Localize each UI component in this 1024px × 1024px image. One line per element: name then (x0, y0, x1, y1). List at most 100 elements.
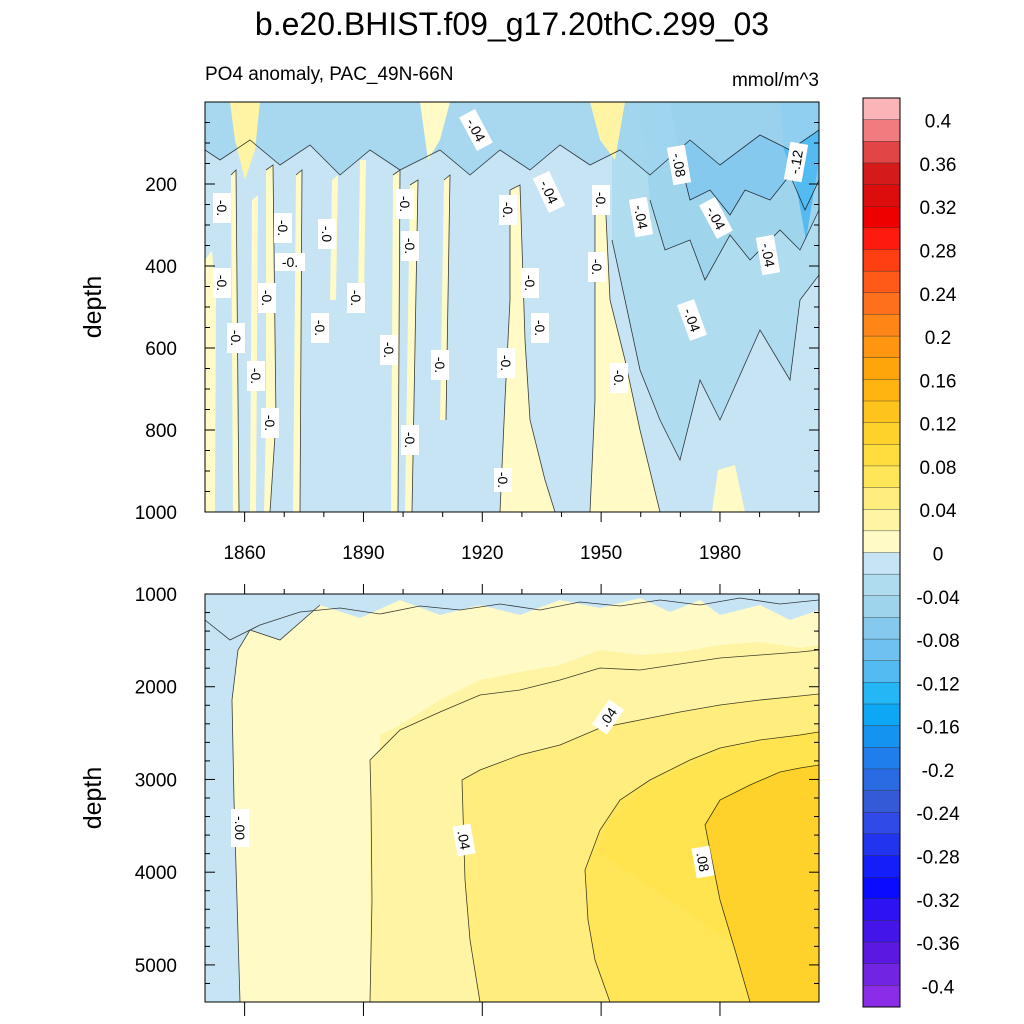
upper-y-axis: 200 400 600 800 1000 (135, 122, 819, 524)
colorbar-frame (862, 97, 901, 1008)
colorbar-swatch (862, 638, 901, 662)
y-tick-label: 600 (145, 339, 177, 360)
upper-contour-labels: -.04-.08 -.12-.04-.04 -.04-.04-.04-0.-0.-0… (213, 108, 809, 492)
colorbar-swatch (862, 292, 901, 315)
lower-band-008-012 (705, 765, 819, 1002)
contour-label: -0. (247, 361, 265, 391)
contour-label: -0. (588, 252, 606, 282)
svg-text:-.08: -.08 (669, 152, 689, 179)
svg-text:-0.: -0. (495, 472, 511, 488)
lower-y-axis: 1000 2000 3000 4000 5000 (135, 585, 819, 984)
y-tick-label: 3000 (135, 770, 177, 791)
svg-text:-.04: -.04 (680, 306, 703, 334)
svg-text:-0.: -0. (259, 290, 275, 306)
svg-text:-0.: -0. (228, 330, 244, 346)
y-tick-label: 400 (145, 257, 177, 278)
colorbar-swatch (862, 552, 901, 575)
svg-text:-0.: -0. (312, 320, 328, 336)
colorbar-label: 0.32 (920, 198, 957, 219)
svg-text:-0.: -0. (589, 259, 605, 275)
svg-text:-.12: -.12 (786, 149, 806, 176)
svg-text:-0.: -0. (611, 370, 627, 386)
svg-text:-0.: -0. (532, 320, 548, 336)
colorbar-label: -0.12 (916, 674, 959, 695)
colorbar-label: 0 (933, 545, 944, 566)
lower-x-ticks (244, 584, 800, 1016)
colorbar-label: 0.08 (920, 458, 957, 479)
y-tick-label: 4000 (135, 863, 177, 884)
colorbar-swatch (862, 357, 901, 380)
contour-label: -0. (521, 268, 539, 298)
contour-label: -0. (213, 193, 231, 223)
colorbar-swatch (862, 379, 901, 402)
colorbar-swatch (862, 162, 901, 186)
x-tick-label: 1980 (699, 543, 741, 564)
y-tick-label: 1000 (135, 585, 177, 606)
contour-label: -.04 (628, 196, 654, 238)
svg-text:.08: .08 (693, 851, 712, 873)
upper-pos-1925 (500, 185, 555, 512)
contour-label: -0. (258, 283, 276, 313)
contour-label: .04 (452, 823, 476, 857)
svg-text:-0.: -0. (593, 192, 609, 208)
x-tick-label: 1920 (461, 543, 503, 564)
contour-label: -0. (275, 253, 305, 271)
contour-label: -.0 (318, 219, 336, 249)
colorbar-label: -0.2 (922, 761, 955, 782)
colorbar-labels: 0.4 0.36 0.32 0.28 0.24 0.2 0.16 0.12 0.08 0.04 0 -… (916, 112, 960, 999)
upper-pos-1950 (590, 195, 660, 512)
svg-text:-.04: -.04 (758, 242, 778, 269)
svg-text:-0.: -0. (402, 238, 418, 254)
colorbar-swatch (862, 595, 901, 618)
colorbar-swatch (862, 314, 901, 337)
svg-text:-0.: -0. (498, 355, 514, 371)
colorbar-label: -0.36 (916, 934, 959, 955)
contour-label: -0. (531, 313, 549, 343)
colorbar-swatch (862, 660, 901, 683)
colorbar-label: -0.28 (916, 848, 959, 869)
x-tick-label: 1950 (580, 543, 622, 564)
contour-label: -0. (401, 425, 419, 455)
colorbar-swatch (862, 573, 901, 597)
colorbar-label: 0.04 (920, 501, 957, 522)
svg-text:-0.: -0. (282, 254, 298, 270)
svg-text:-0.: -0. (348, 290, 364, 306)
upper-panel-field (205, 102, 819, 512)
colorbar-swatch (862, 617, 901, 640)
colorbar-swatch (862, 227, 901, 251)
colorbar-swatch (862, 530, 901, 553)
colorbar-swatch (862, 703, 901, 727)
contour-label: -0. (401, 231, 419, 261)
y-tick-label: 5000 (135, 956, 177, 977)
colorbar-swatch (862, 768, 901, 792)
contour-label: -.04 (677, 299, 707, 341)
svg-text:-.04: -.04 (631, 204, 651, 231)
colorbar-swatch (862, 790, 901, 813)
colorbar-swatch (862, 465, 901, 489)
svg-text:-0.: -0. (397, 196, 413, 212)
lower-panel-field (205, 594, 819, 1002)
colorbar-swatch (862, 97, 901, 121)
svg-text:-0.: -0. (522, 275, 538, 291)
svg-text:.04: .04 (454, 829, 473, 851)
colorbar-label: -0.16 (916, 718, 959, 739)
colorbar-label: 0.16 (920, 371, 957, 392)
colorbar-swatch (862, 876, 901, 900)
contour-label: -0. (227, 323, 245, 353)
upper-y-axis-label: depth (79, 276, 107, 339)
colorbar-label: 0.2 (925, 328, 951, 349)
contour-label: -0. (499, 195, 517, 225)
lower-neg-band (205, 594, 819, 1002)
colorbar-swatch (862, 141, 901, 164)
contour-label: -.08 (666, 144, 692, 186)
y-tick-label: 1000 (135, 503, 177, 524)
x-tick-label: 1890 (342, 543, 384, 564)
colorbar-swatch (862, 509, 901, 532)
contour-label: -0. (431, 350, 449, 380)
y-tick-label: 2000 (135, 678, 177, 699)
contour-label: -0. (347, 283, 365, 313)
colorbar-label: 0.36 (920, 155, 957, 176)
upper-pos-patch (230, 102, 260, 180)
x-axis: 1860 1890 1920 1950 1980 (223, 512, 800, 564)
contour-label: -0. (497, 348, 515, 378)
